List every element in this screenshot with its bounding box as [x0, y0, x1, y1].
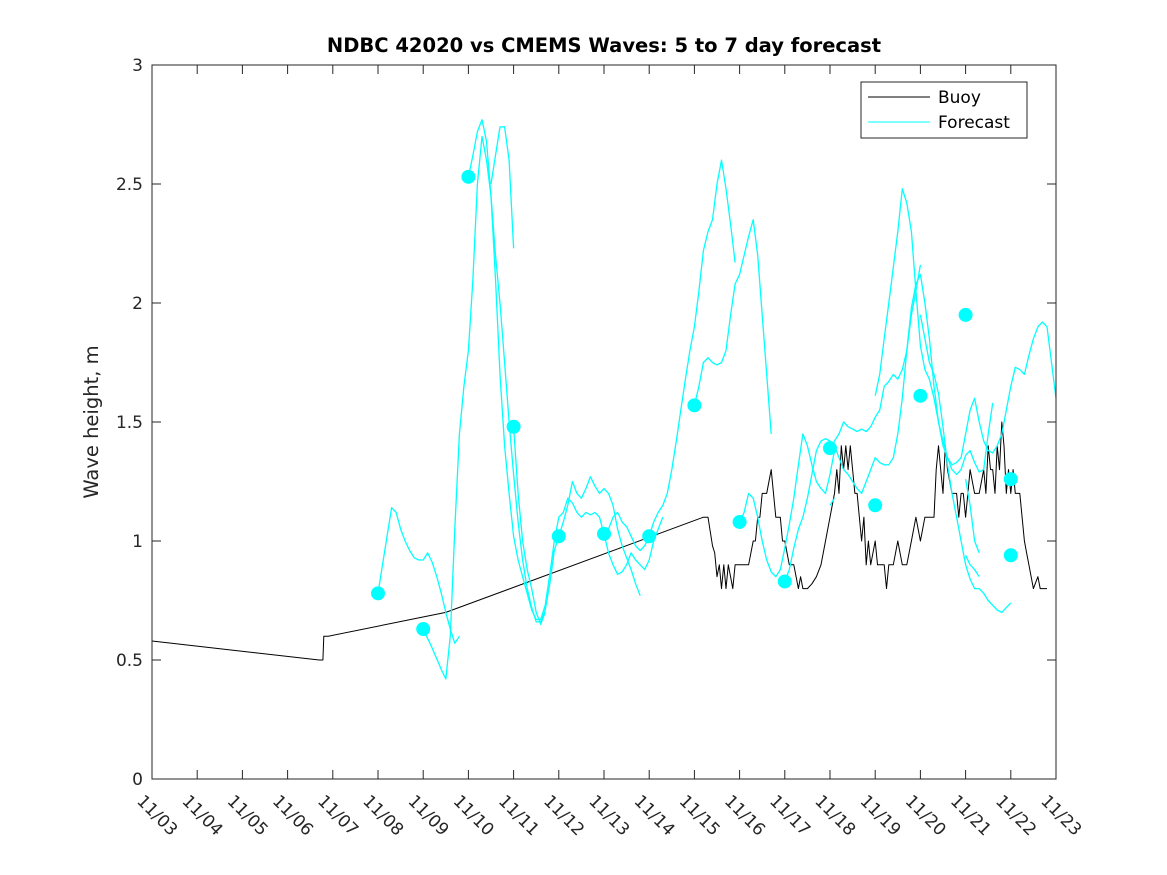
forecast-marker	[506, 419, 521, 434]
plot-background	[152, 65, 1056, 779]
forecast-marker	[913, 388, 928, 403]
forecast-line	[829, 264, 922, 451]
y-tick-label: 1.5	[116, 413, 143, 433]
forecast-marker	[597, 526, 611, 541]
forecast-marker	[642, 529, 657, 544]
forecast-marker	[777, 574, 792, 589]
y-tick-label: 0	[132, 770, 143, 790]
forecast-marker	[958, 307, 973, 322]
forecast-line	[874, 188, 994, 476]
forecast-marker	[1003, 548, 1018, 563]
series-buoy	[151, 421, 1047, 661]
forecast-line	[919, 314, 1012, 614]
legend: Buoy Forecast	[860, 81, 1028, 139]
forecast-line	[693, 219, 772, 434]
forecast-marker	[687, 398, 702, 413]
legend-label-buoy: Buoy	[938, 88, 981, 108]
forecast-line	[377, 507, 460, 644]
forecast-line	[648, 159, 736, 537]
forecast-line	[603, 511, 650, 552]
forecast-line	[964, 478, 980, 554]
forecast-marker	[551, 529, 566, 544]
series-forecast	[377, 119, 1057, 680]
forecast-line	[829, 497, 836, 506]
legend-box	[860, 81, 1028, 139]
forecast-marker	[461, 169, 476, 184]
y-axis-label: Wave height, m	[80, 345, 103, 498]
forecast-marker	[371, 586, 385, 601]
forecast-line	[422, 135, 560, 680]
chart-title: NDBC 42020 vs CMEMS Waves: 5 to 7 day fo…	[327, 34, 881, 57]
forecast-marker	[732, 514, 747, 529]
forecast-marker	[823, 441, 837, 456]
buoy-line	[151, 421, 1047, 661]
forecast-line	[512, 426, 546, 625]
y-tick-label: 1	[132, 532, 143, 552]
legend-label-forecast: Forecast	[938, 113, 1010, 133]
y-tick-label: 2.5	[116, 175, 143, 195]
forecast-marker	[416, 622, 431, 637]
forecast-marker	[868, 498, 883, 513]
forecast-marker	[1003, 472, 1018, 487]
forecast-line	[965, 555, 980, 578]
forecast-line	[558, 476, 641, 596]
y-tick-label: 0.5	[116, 651, 143, 671]
y-tick-label: 3	[132, 56, 143, 76]
forecast-line	[490, 126, 515, 249]
y-tick-label: 2	[132, 294, 143, 314]
forecast-markers	[371, 169, 1018, 637]
forecast-line	[467, 119, 664, 621]
plot-area: 00.511.522.53 11/0311/0411/0511/0611/071…	[116, 56, 1085, 840]
y-ticks: 0 0.5 1 1.5 2 2.5 3	[116, 56, 1056, 790]
forecast-line	[739, 433, 836, 578]
